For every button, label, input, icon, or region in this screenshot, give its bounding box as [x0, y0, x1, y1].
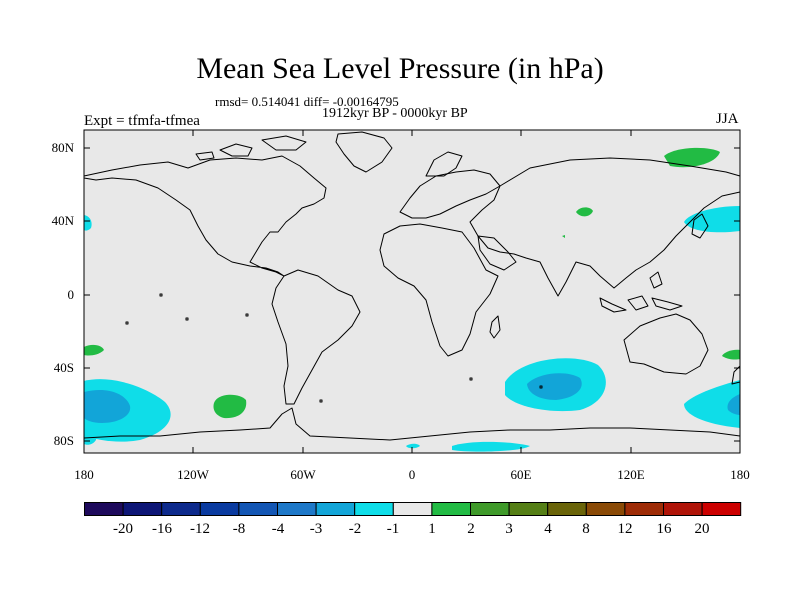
colorbar-label: -8	[232, 521, 246, 537]
colorbar-box	[161, 502, 201, 516]
coast-islands	[125, 293, 543, 403]
anomaly-sw-pacific-mid	[727, 394, 740, 415]
lon-label-60e: 60E	[510, 467, 532, 482]
colorbar-label: -12	[190, 521, 210, 537]
colorbar-label: 1	[428, 521, 436, 537]
lon-label-120w: 120W	[177, 467, 209, 482]
anomaly-antarctic-strip	[452, 441, 530, 452]
anomaly-south-pacific-mid	[84, 389, 131, 423]
coast-greenland	[335, 131, 393, 173]
colorbar-box	[392, 502, 433, 516]
colorbar-label: 20	[694, 521, 710, 537]
anomaly-north-pacific-west	[84, 215, 92, 231]
colorbar	[84, 502, 742, 516]
lon-label-120e: 120E	[617, 467, 645, 482]
map-background	[84, 130, 740, 453]
colorbar-label: -2	[348, 521, 362, 537]
anomaly-east-green	[722, 349, 740, 360]
anomaly-indian-ocean-mid	[527, 373, 582, 400]
colorbar-box	[547, 502, 587, 516]
anomaly-antarctic-spot	[406, 443, 420, 449]
colorbar-label: 2	[467, 521, 475, 537]
colorbar-label: 12	[617, 521, 633, 537]
anomaly-south-pacific-green	[213, 394, 247, 419]
lon-label-60w: 60W	[290, 467, 316, 482]
anomaly-arctic-green	[664, 147, 720, 168]
colorbar-box	[84, 502, 124, 516]
lat-label-80s: 80S	[53, 433, 74, 448]
coast-arctic-islands	[195, 135, 307, 161]
lon-label-0: 0	[408, 467, 416, 482]
period-label: 1912kyr BP - 0000kyr BP	[322, 106, 468, 121]
colorbar-box	[277, 502, 317, 516]
lat-label-80n: 80N	[51, 140, 74, 155]
colorbar-label: 16	[656, 521, 672, 537]
axis-ticks	[84, 130, 740, 453]
lat-label-40n: 40N	[51, 213, 74, 228]
anomaly-fields	[84, 147, 740, 452]
lon-label-180-east: 180	[730, 467, 750, 482]
lat-label-40s: 40S	[53, 360, 74, 375]
colorbar-label: -16	[152, 521, 172, 537]
colorbar-box	[122, 502, 163, 516]
colorbar-box	[431, 502, 471, 516]
colorbar-label: -3	[309, 521, 323, 537]
anomaly-nw-pacific-green	[84, 344, 104, 356]
coast-indonesia	[599, 271, 683, 313]
coast-scandinavia	[425, 151, 463, 177]
anomaly-north-pacific	[684, 206, 740, 233]
colorbar-box	[238, 502, 278, 516]
lat-label-0: 0	[67, 287, 75, 302]
colorbar-box	[663, 502, 703, 516]
colorbar-label: -20	[113, 521, 133, 537]
experiment-label: Expt = tfmfa-tfmea	[84, 113, 200, 129]
colorbar-box	[199, 502, 240, 516]
coast-australia	[623, 313, 709, 375]
season-label: JJA	[716, 111, 739, 127]
colorbar-label: -1	[386, 521, 400, 537]
anomaly-sw-pacific-light	[684, 380, 740, 428]
colorbar-box	[585, 502, 626, 516]
anomaly-siberia-green	[576, 207, 593, 217]
coast-south-america	[271, 269, 361, 405]
coast-north-america	[83, 155, 327, 277]
colorbar-label: 3	[505, 521, 513, 537]
coast-asia	[469, 157, 741, 297]
coast-japan	[691, 213, 709, 239]
colorbar-box	[701, 502, 742, 516]
coastlines	[83, 131, 741, 441]
colorbar-box	[470, 502, 510, 516]
colorbar-box	[315, 502, 356, 516]
colorbar-box	[508, 502, 549, 516]
colorbar-label: 4	[544, 521, 552, 537]
coast-madagascar	[489, 315, 501, 339]
colorbar-box	[624, 502, 665, 516]
anomaly-central-asia-green	[562, 235, 565, 238]
stats-line: rmsd= 0.514041 diff= -0.00164795	[215, 94, 399, 109]
colorbar-label: -4	[271, 521, 285, 537]
coast-africa	[379, 223, 499, 357]
colorbar-box	[354, 502, 394, 516]
lon-label-180-west: 180	[74, 467, 94, 482]
map-title: Mean Sea Level Pressure (in hPa)	[196, 52, 604, 85]
coast-arabia	[477, 235, 517, 271]
colorbar-label: 8	[582, 521, 590, 537]
coast-antarctica	[83, 407, 741, 441]
